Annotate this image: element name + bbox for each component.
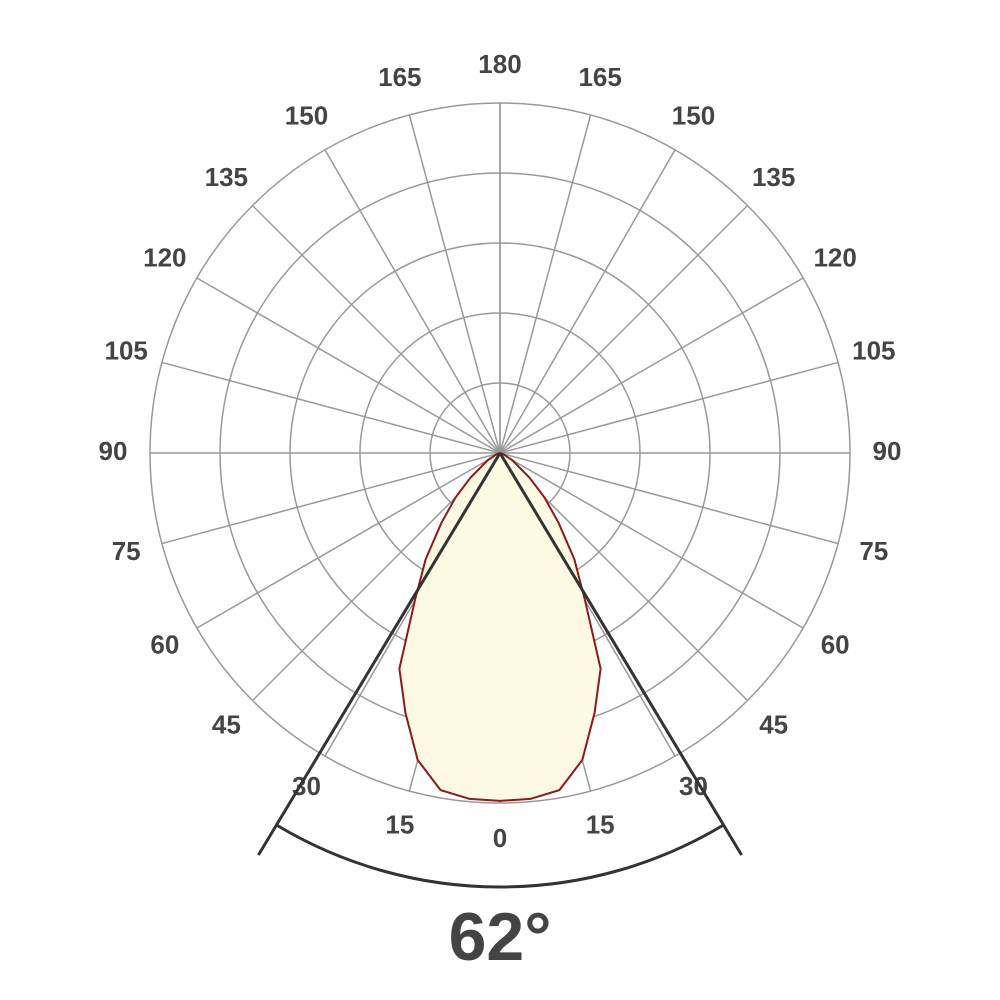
grid-spoke — [499, 204, 749, 454]
grid-spoke — [196, 452, 501, 629]
angle-tick-label: 45 — [212, 710, 241, 740]
intensity-curve — [499, 452, 602, 802]
grid-spoke — [196, 277, 501, 454]
angle-tick-label: 90 — [99, 436, 128, 466]
grid-spoke — [499, 361, 839, 454]
grid-spoke — [251, 204, 501, 454]
grid-spoke — [499, 277, 804, 454]
grid-spoke — [408, 114, 501, 454]
angle-tick-label: 15 — [586, 810, 615, 840]
angle-tick-label: 120 — [143, 242, 186, 272]
intensity-area — [500, 453, 601, 801]
angle-tick-label: 135 — [752, 162, 795, 192]
grid-spoke — [499, 452, 804, 629]
angle-tick-label: 60 — [150, 629, 179, 659]
angle-tick-label: 150 — [672, 101, 715, 131]
grid-spoke — [499, 149, 676, 454]
grid-spoke — [324, 149, 501, 454]
grid-spoke — [499, 452, 839, 545]
angle-tick-label: 90 — [873, 436, 902, 466]
angle-tick-label: 165 — [578, 62, 621, 92]
angle-tick-label: 0 — [493, 823, 507, 853]
angle-tick-label: 120 — [813, 242, 856, 272]
angle-tick-label: 45 — [759, 710, 788, 740]
angle-tick-label: 75 — [112, 536, 141, 566]
angle-tick-label: 150 — [285, 101, 328, 131]
angle-tick-label: 75 — [859, 536, 888, 566]
beam-arc — [275, 823, 725, 889]
beam-angle-label: 62° — [449, 899, 552, 975]
grid-spoke — [161, 361, 501, 454]
angle-tick-label: 135 — [205, 162, 248, 192]
intensity-area — [399, 453, 500, 801]
intensity-curve — [398, 452, 501, 802]
beam-line — [257, 452, 502, 856]
angle-tick-label: 60 — [821, 629, 850, 659]
angle-tick-label: 15 — [385, 810, 414, 840]
angle-tick-label: 105 — [104, 336, 147, 366]
beam-line — [498, 452, 743, 856]
angle-tick-label: 105 — [852, 336, 895, 366]
angle-tick-label: 180 — [478, 49, 521, 79]
grid-spoke — [161, 452, 501, 545]
angle-tick-label: 165 — [378, 62, 421, 92]
grid-spoke — [499, 114, 592, 454]
